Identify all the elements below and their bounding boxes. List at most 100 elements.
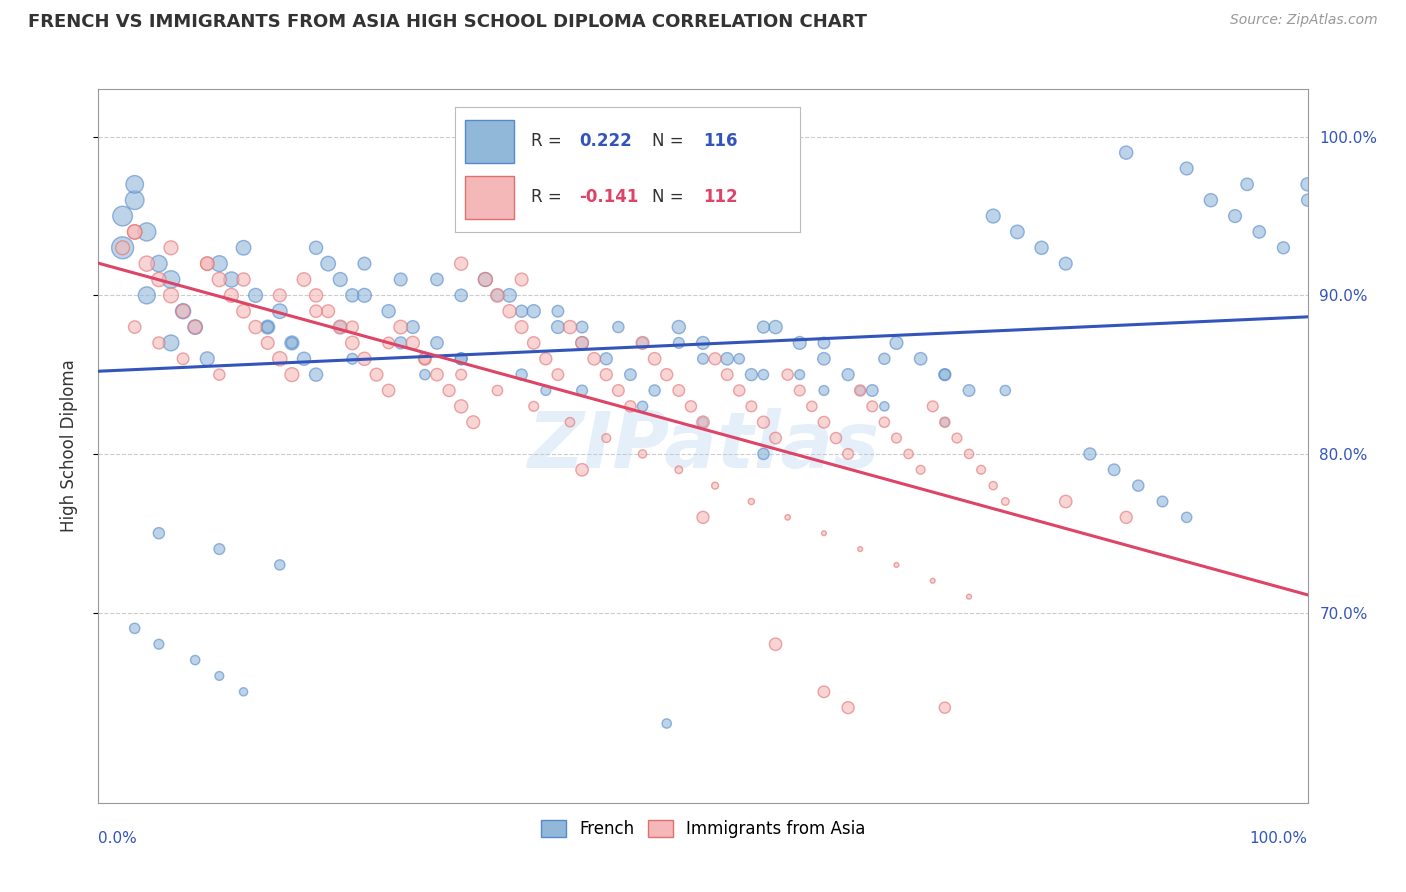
Point bbox=[631, 335, 654, 350]
Point bbox=[595, 368, 617, 382]
Point bbox=[342, 320, 364, 334]
Point bbox=[389, 335, 412, 350]
Point bbox=[160, 272, 183, 286]
Point bbox=[1175, 510, 1198, 524]
Point bbox=[957, 590, 980, 604]
Point bbox=[184, 653, 207, 667]
Point bbox=[305, 304, 328, 318]
Point bbox=[208, 542, 231, 557]
Point bbox=[450, 351, 472, 366]
Point bbox=[619, 368, 641, 382]
Point bbox=[195, 257, 218, 271]
Point bbox=[716, 368, 738, 382]
Point bbox=[789, 335, 811, 350]
Point bbox=[474, 272, 496, 286]
Point bbox=[523, 400, 546, 414]
Point bbox=[631, 400, 654, 414]
Point bbox=[281, 335, 304, 350]
Point bbox=[837, 368, 859, 382]
Point bbox=[195, 257, 218, 271]
Point bbox=[957, 447, 980, 461]
Point bbox=[655, 716, 678, 731]
Point bbox=[886, 431, 908, 445]
Point bbox=[752, 415, 775, 429]
Point bbox=[813, 685, 835, 699]
Point bbox=[1128, 478, 1150, 492]
Point bbox=[160, 288, 183, 302]
Point bbox=[692, 415, 714, 429]
Point bbox=[208, 669, 231, 683]
Point bbox=[232, 304, 254, 318]
Point bbox=[353, 351, 375, 366]
Point bbox=[921, 574, 943, 588]
Point bbox=[704, 351, 727, 366]
Point bbox=[692, 335, 714, 350]
Point bbox=[450, 257, 472, 271]
Point bbox=[728, 351, 751, 366]
Point bbox=[389, 272, 412, 286]
Point bbox=[789, 384, 811, 398]
Point bbox=[498, 304, 520, 318]
Point bbox=[510, 304, 533, 318]
Point bbox=[245, 320, 267, 334]
Point bbox=[946, 431, 969, 445]
Point bbox=[981, 478, 1004, 492]
Point bbox=[668, 384, 690, 398]
Point bbox=[135, 288, 157, 302]
Point bbox=[329, 320, 352, 334]
Point bbox=[740, 400, 762, 414]
Point bbox=[316, 257, 339, 271]
Point bbox=[1296, 178, 1319, 192]
Point bbox=[1078, 447, 1101, 461]
Point bbox=[1296, 193, 1319, 207]
Point bbox=[329, 272, 352, 286]
Point bbox=[994, 384, 1017, 398]
Point bbox=[148, 272, 170, 286]
Point bbox=[426, 335, 449, 350]
Point bbox=[970, 463, 993, 477]
Point bbox=[124, 225, 146, 239]
Point bbox=[124, 225, 146, 239]
Point bbox=[668, 320, 690, 334]
Point bbox=[256, 320, 278, 334]
Point bbox=[813, 351, 835, 366]
Point bbox=[426, 272, 449, 286]
Point bbox=[305, 288, 328, 302]
Point bbox=[886, 335, 908, 350]
Point bbox=[692, 510, 714, 524]
Point bbox=[160, 241, 183, 255]
Point bbox=[631, 447, 654, 461]
Point bbox=[571, 463, 593, 477]
Point bbox=[934, 700, 956, 714]
Point bbox=[534, 351, 557, 366]
Point bbox=[547, 320, 569, 334]
Point bbox=[740, 494, 762, 508]
Point bbox=[523, 335, 546, 350]
Point bbox=[148, 257, 170, 271]
Point bbox=[450, 351, 472, 366]
Text: Source: ZipAtlas.com: Source: ZipAtlas.com bbox=[1230, 13, 1378, 28]
Point bbox=[631, 335, 654, 350]
Point bbox=[813, 384, 835, 398]
Point bbox=[486, 384, 509, 398]
Point bbox=[644, 384, 666, 398]
Point bbox=[921, 400, 943, 414]
Point bbox=[402, 335, 425, 350]
Point bbox=[910, 351, 932, 366]
Point bbox=[981, 209, 1004, 223]
Point bbox=[329, 320, 352, 334]
Point bbox=[547, 304, 569, 318]
Point bbox=[160, 335, 183, 350]
Point bbox=[994, 494, 1017, 508]
Point bbox=[1054, 494, 1077, 508]
Point bbox=[934, 415, 956, 429]
Point bbox=[558, 320, 581, 334]
Point bbox=[474, 272, 496, 286]
Point bbox=[498, 288, 520, 302]
Point bbox=[221, 272, 243, 286]
Point bbox=[619, 400, 641, 414]
Point bbox=[305, 368, 328, 382]
Point bbox=[413, 351, 436, 366]
Point bbox=[269, 288, 291, 302]
Point bbox=[208, 257, 231, 271]
